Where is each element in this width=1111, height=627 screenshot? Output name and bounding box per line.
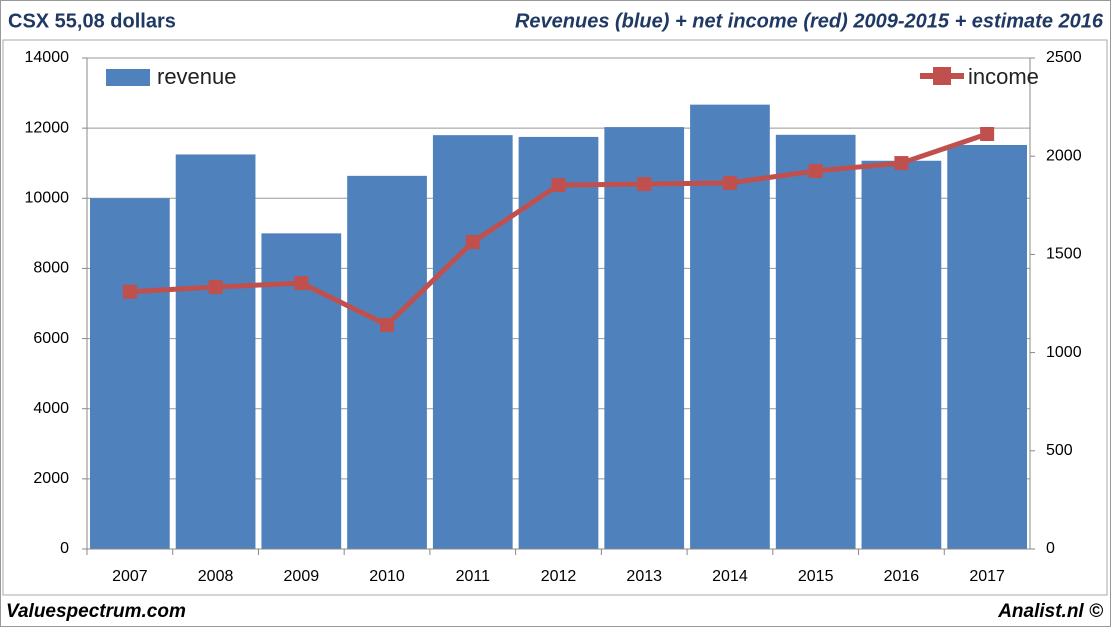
- bar: [861, 160, 942, 550]
- x-tick-label: 2013: [626, 568, 662, 585]
- chart-title: Revenues (blue) + net income (red) 2009-…: [515, 10, 1104, 32]
- x-tick-label: 2007: [112, 568, 148, 585]
- legend-label: revenue: [157, 64, 237, 89]
- x-tick-label: 2008: [198, 568, 234, 585]
- x-tick-label: 2010: [369, 568, 405, 585]
- bar: [604, 127, 685, 550]
- chart-subtitle: CSX 55,08 dollars: [8, 10, 176, 32]
- y-tick-label: 4000: [33, 400, 69, 417]
- y-tick-label: 14000: [25, 49, 70, 66]
- x-tick-label: 2017: [969, 568, 1005, 585]
- income-marker: [637, 177, 652, 192]
- footer-left: Valuespectrum.com: [6, 601, 186, 622]
- bar: [347, 175, 427, 549]
- bar: [518, 136, 599, 550]
- income-marker: [894, 156, 909, 171]
- y-tick-label: 2000: [33, 470, 69, 487]
- income-marker: [294, 276, 309, 291]
- y2-tick-label: 2500: [1046, 49, 1082, 66]
- x-tick-label: 2015: [798, 568, 834, 585]
- y2-tick-label: 0: [1046, 540, 1055, 557]
- income-marker: [122, 284, 137, 299]
- legend-label: income: [968, 64, 1039, 89]
- x-tick-label: 2009: [284, 568, 320, 585]
- bar: [175, 154, 256, 550]
- y-tick-label: 8000: [33, 260, 69, 277]
- bar: [432, 135, 513, 549]
- income-marker: [465, 235, 480, 250]
- footer-right: Analist.nl ©: [997, 601, 1103, 622]
- y-tick-label: 12000: [25, 119, 70, 136]
- bar: [690, 104, 770, 550]
- income-marker: [722, 175, 737, 190]
- y2-tick-label: 2000: [1046, 147, 1082, 164]
- y-tick-label: 10000: [25, 190, 70, 207]
- income-marker: [380, 317, 395, 332]
- income-marker: [208, 280, 223, 295]
- bar: [947, 144, 1027, 549]
- bar: [775, 134, 856, 549]
- x-tick-label: 2014: [712, 568, 748, 585]
- income-marker: [980, 127, 995, 142]
- legend-swatch: [106, 69, 150, 86]
- y-tick-label: 0: [60, 540, 69, 557]
- legend-marker: [933, 67, 951, 85]
- income-marker: [551, 178, 566, 193]
- x-tick-label: 2011: [456, 568, 491, 585]
- x-tick-label: 2016: [884, 568, 920, 585]
- y-tick-label: 6000: [33, 330, 69, 347]
- bar: [90, 198, 170, 550]
- y2-tick-label: 1000: [1046, 344, 1082, 361]
- income-marker: [808, 163, 823, 178]
- x-tick-label: 2012: [541, 568, 577, 585]
- y2-tick-label: 1500: [1046, 246, 1082, 263]
- y2-tick-label: 500: [1046, 442, 1073, 459]
